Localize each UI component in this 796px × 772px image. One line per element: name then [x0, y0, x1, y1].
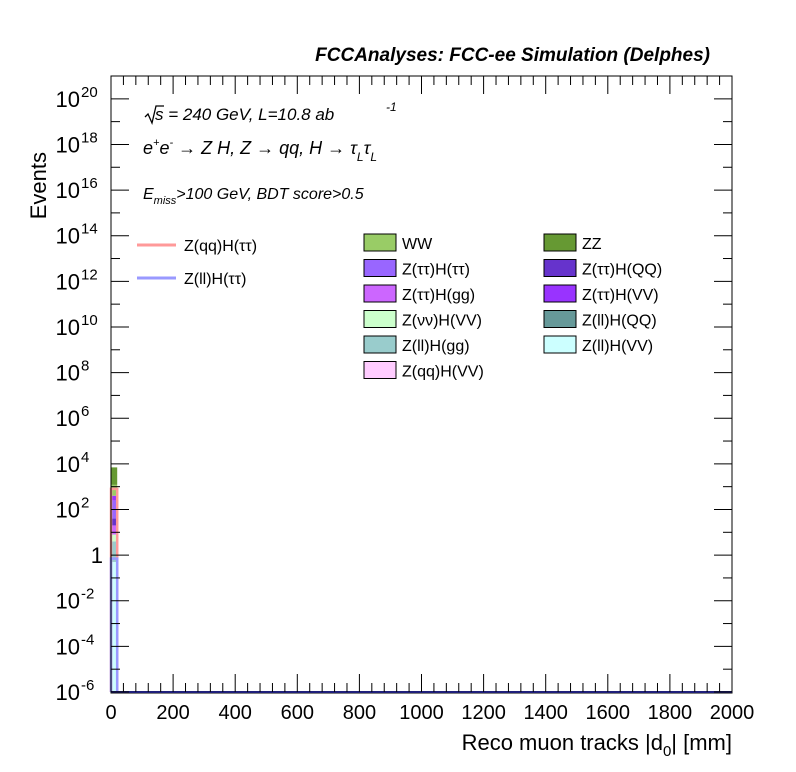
y-tick-label-8: 10 — [56, 315, 80, 340]
y-tick-label-3: 1 — [91, 543, 103, 568]
legend-box-6 — [363, 310, 397, 328]
x-tick-label-2: 400 — [219, 702, 252, 724]
legend-box-label-4: Z(ττ)H(gg) — [402, 287, 475, 304]
y-tick-label-5: 10 — [56, 452, 80, 477]
y-tick-label-13: 10 — [56, 87, 80, 112]
stack-bar-6 — [111, 495, 118, 501]
x-axis-ticks: 0 200 400 600 800 1000 1200 1400 1600 1800 2000 — [105, 76, 754, 724]
legend-box-3 — [543, 259, 577, 277]
x-tick-label-0: 0 — [105, 702, 116, 724]
legend-box-label-6: Z(νν)H(VV) — [402, 313, 482, 330]
legend-box-5 — [543, 284, 577, 303]
stack-bar-4 — [111, 518, 118, 526]
legend-box-label-5: Z(ττ)H(VV) — [582, 287, 659, 304]
y-tick-label-9: 10 — [56, 269, 80, 294]
x-tick-label-10: 2000 — [710, 702, 755, 724]
x-tick-label-9: 1800 — [648, 702, 693, 724]
legend-box-1 — [543, 233, 577, 252]
legend-box-2 — [363, 259, 397, 277]
y-tick-exponent-13: 20 — [81, 84, 98, 101]
y-tick-label-0: 10 — [56, 680, 80, 705]
legend-box-label-9: Z(ll)H(VV) — [582, 338, 653, 355]
y-tick-label-7: 10 — [56, 361, 80, 386]
y-tick-exponent-12: 18 — [81, 129, 98, 146]
legend-box-9 — [543, 335, 577, 354]
energy-text: s = 240 GeV, L=10.8 ab — [155, 105, 334, 124]
y-tick-exponent-8: 10 — [81, 312, 98, 329]
legend-box-10 — [363, 361, 397, 379]
y-tick-exponent-0: -6 — [81, 677, 94, 694]
legend-box-label-0: WW — [402, 236, 433, 253]
legend-box-label-1: ZZ — [582, 236, 602, 253]
y-tick-exponent-10: 14 — [81, 221, 98, 238]
energy-label: s = 240 GeV, L=10.8 ab -1 — [144, 100, 397, 126]
y-tick-exponent-7: 8 — [81, 358, 89, 375]
y-tick-label-12: 10 — [56, 132, 80, 157]
x-tick-label-8: 1600 — [586, 702, 631, 724]
stack-bar-8 — [111, 467, 118, 485]
cut-label: Emiss>100 GeV, BDT score>0.5 — [143, 186, 364, 207]
legend-box-label-2: Z(ττ)H(ττ) — [402, 262, 470, 279]
y-tick-exponent-6: 6 — [81, 403, 89, 420]
x-tick-label-1: 200 — [156, 702, 189, 724]
y-tick-exponent-5: 4 — [81, 449, 89, 466]
legend-box-7 — [543, 310, 577, 328]
x-axis-title-text: Reco muon tracks |d — [462, 730, 663, 755]
y-axis-title: Events — [26, 152, 51, 219]
legend-line-label-0: Z(qq)H(ττ) — [184, 238, 257, 255]
stack-bar-2 — [111, 534, 118, 542]
x-axis-title: Reco muon tracks |d0| [mm] — [462, 730, 732, 760]
y-tick-exponent-1: -4 — [81, 631, 94, 648]
y-tick-label-4: 10 — [56, 497, 80, 522]
stack-bar-1 — [111, 541, 118, 562]
x-axis-title-unit: | [mm] — [671, 730, 732, 755]
legend-backgrounds: WW ZZ Z(ττ)H(ττ) Z(ττ)H(QQ) Z(ττ)H(gg) Z(ττ)H… — [363, 233, 662, 381]
lumi-exponent: -1 — [386, 100, 397, 114]
x-tick-label-7: 1400 — [523, 702, 568, 724]
legend-box-0 — [363, 233, 397, 252]
sqrt-symbol — [144, 105, 164, 126]
legend-signals: Z(qq)H(ττ) Z(ll)H(ττ) — [137, 238, 257, 288]
stack-bar-0 — [111, 561, 118, 692]
legend-box-label-10: Z(qq)H(VV) — [402, 364, 484, 381]
x-tick-label-4: 800 — [343, 702, 376, 724]
legend-line-label-1: Z(ll)H(ττ) — [184, 271, 246, 288]
legend-box-label-3: Z(ττ)H(QQ) — [582, 262, 662, 279]
x-tick-label-6: 1200 — [461, 702, 506, 724]
y-tick-label-10: 10 — [56, 224, 80, 249]
y-tick-label-2: 10 — [56, 589, 80, 614]
y-tick-exponent-2: -2 — [81, 586, 94, 603]
x-tick-label-3: 600 — [281, 702, 314, 724]
y-tick-label-6: 10 — [56, 406, 80, 431]
legend-box-4 — [363, 284, 397, 303]
y-tick-exponent-9: 12 — [81, 266, 98, 283]
y-tick-label-1: 10 — [56, 634, 80, 659]
legend-box-label-8: Z(ll)H(gg) — [402, 338, 470, 355]
y-tick-exponent-4: 2 — [81, 494, 89, 511]
legend-box-8 — [363, 335, 397, 354]
chart-title: FCCAnalyses: FCC-ee Simulation (Delphes) — [315, 45, 710, 66]
legend-box-label-7: Z(ll)H(QQ) — [582, 313, 657, 330]
y-tick-label-11: 10 — [56, 178, 80, 203]
stack-bar-3 — [111, 525, 118, 535]
x-tick-label-5: 1000 — [399, 702, 444, 724]
process-label: e+e- → Z H, Z → qq, H → τLτL — [143, 137, 377, 164]
x-axis-title-subscript: 0 — [663, 743, 671, 760]
stack-bar-7 — [111, 484, 118, 496]
y-tick-exponent-11: 16 — [81, 175, 98, 192]
